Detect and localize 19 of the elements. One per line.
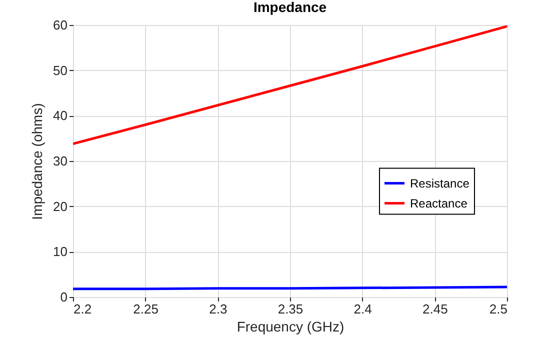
x-tick-label: 2.35 [278,302,304,316]
y-tick-label: 60 [53,18,68,32]
legend-label: Resistance [410,176,470,190]
y-tick-label: 50 [53,62,68,78]
x-tick-label: 2.25 [133,302,158,316]
y-tick-label: 10 [53,244,68,260]
x-tick-label: 2.4 [354,302,372,316]
x-axis-title: Frequency (GHz) [236,318,344,334]
y-tick-label: 20 [53,198,68,214]
y-axis-title: Impedance (ohms) [29,103,46,220]
legend-label: Reactance [410,196,468,210]
chart-title: Impedance [253,0,327,15]
y-tick-label: 0 [60,290,68,304]
x-tick-label: 2.45 [422,302,448,316]
x-tick-label: 2.3 [209,302,228,316]
y-tick-label: 30 [53,154,68,168]
x-tick-label: 2.2 [74,302,92,316]
x-tick-label: 2.5 [489,302,508,316]
y-tick-label: 40 [53,108,68,124]
